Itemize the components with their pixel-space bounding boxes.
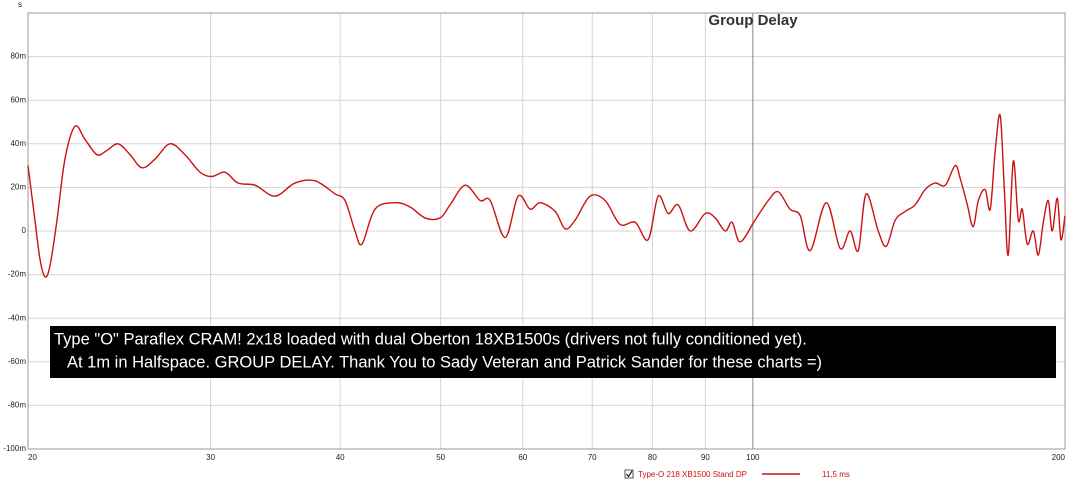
annotation-line: At 1m in Halfspace. GROUP DELAY. Thank Y… <box>67 353 822 371</box>
legend: Type-O 218 XB1500 Stand DP 11,5 ms <box>624 469 850 479</box>
y-tick-label: 20m <box>10 183 26 192</box>
x-tick-label: 70 <box>588 453 597 462</box>
x-tick-label: 20 <box>28 453 37 462</box>
annotation-line: Type "O" Paraflex CRAM! 2x18 loaded with… <box>54 330 807 348</box>
x-tick-label: 200 <box>1052 453 1066 462</box>
y-tick-label: -60m <box>8 357 27 366</box>
y-tick-label: -20m <box>8 270 27 279</box>
data-line <box>27 113 1066 278</box>
chart-title: Group Delay <box>708 12 798 29</box>
x-tick-label: 40 <box>336 453 345 462</box>
legend-label: Type-O 218 XB1500 Stand DP <box>638 470 747 479</box>
y-tick-label: -100m <box>3 444 26 453</box>
x-tick-label: 60 <box>518 453 527 462</box>
y-tick-label: 60m <box>10 95 26 104</box>
checkmark <box>626 470 633 478</box>
x-tick-label: 50 <box>436 453 445 462</box>
x-tick-label: 30 <box>206 453 215 462</box>
y-axis-label: s <box>18 0 22 9</box>
line-layer <box>27 113 1066 278</box>
annotation-box <box>50 326 1056 378</box>
x-tick-label: 100 <box>746 453 760 462</box>
y-tick-label: 80m <box>10 52 26 61</box>
legend-checkbox[interactable] <box>624 469 634 479</box>
y-tick-label: -80m <box>8 401 27 410</box>
plot-frame <box>27 12 1066 450</box>
x-tick-label: 80 <box>648 453 657 462</box>
legend-value: 11,5 ms <box>822 470 850 479</box>
y-tick-label: 40m <box>10 139 26 148</box>
y-tick-label: -40m <box>8 313 27 322</box>
x-tick-label: 90 <box>701 453 710 462</box>
y-tick-label: 0 <box>22 226 27 235</box>
